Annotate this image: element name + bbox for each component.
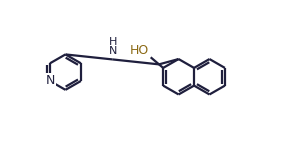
Text: H
N: H N	[109, 37, 117, 56]
Text: N: N	[45, 74, 55, 88]
Text: HO: HO	[130, 43, 149, 57]
